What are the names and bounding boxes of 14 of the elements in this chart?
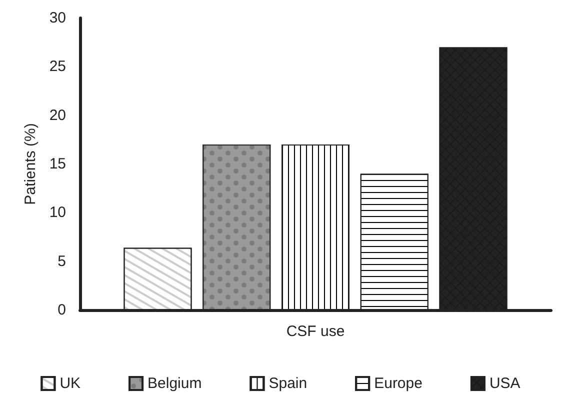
y-axis-title: Patients (%) bbox=[22, 123, 39, 205]
y-tick-label: 0 bbox=[58, 302, 66, 318]
legend-label: USA bbox=[489, 375, 520, 392]
y-tick-label: 15 bbox=[49, 156, 66, 172]
x-tick-label: CSF use bbox=[286, 323, 345, 340]
legend-label: Spain bbox=[268, 375, 308, 392]
y-tick-label: 10 bbox=[49, 204, 66, 222]
y-tick-label: 5 bbox=[58, 252, 66, 270]
y-tick-label: 25 bbox=[49, 58, 66, 76]
legend-label: Europe bbox=[374, 375, 422, 392]
y-tick-label: 20 bbox=[49, 106, 66, 124]
y-tick-label: 30 bbox=[49, 10, 66, 26]
legend-label: UK bbox=[60, 375, 81, 392]
legend-label: Belgium bbox=[148, 375, 202, 392]
